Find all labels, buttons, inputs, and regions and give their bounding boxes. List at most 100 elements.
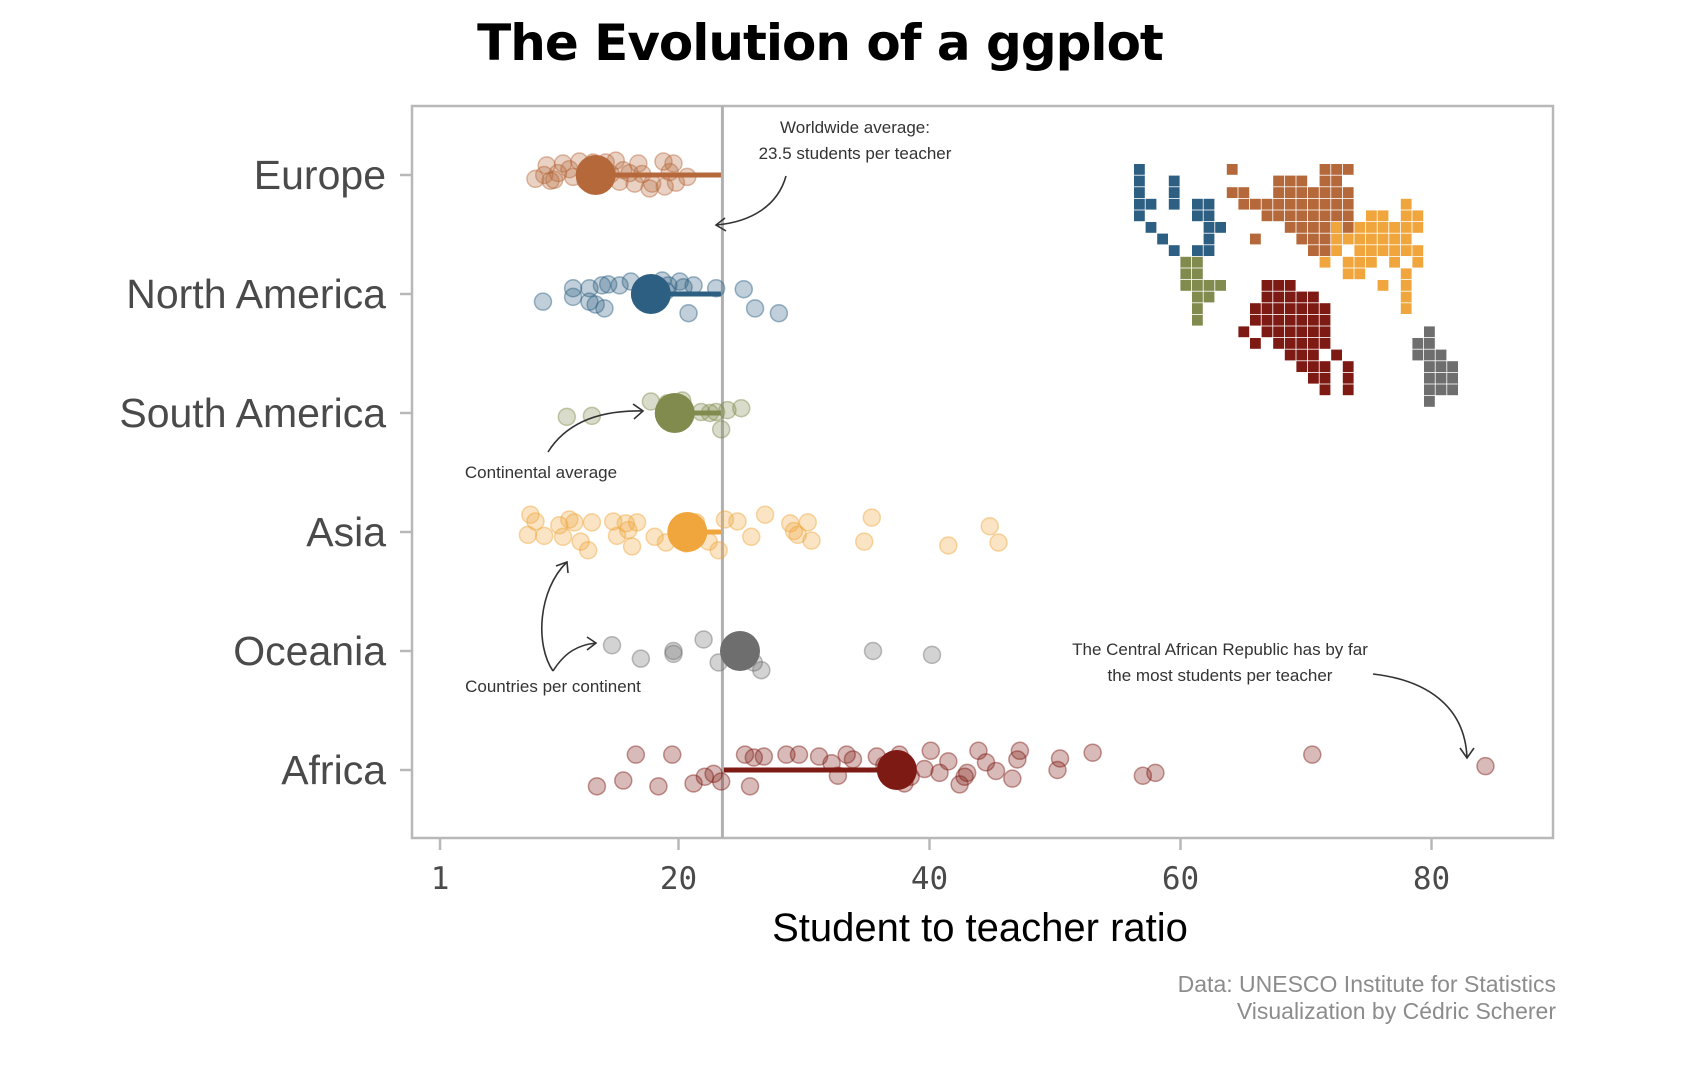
map-tile-asia-19 [1366,245,1377,256]
map-tile-asia-22 [1400,245,1412,256]
map-tile-europe-43 [1296,233,1308,245]
point-africa-26 [921,741,941,761]
x-tick-label-80: 80 [1413,861,1450,897]
map-tile-europe-3 [1342,164,1354,175]
point-africa-37 [1010,741,1030,761]
point-south-america-10 [700,403,720,423]
point-north-america-20 [769,303,789,323]
map-tile-north-america-8 [1192,198,1203,210]
map-tile-asia-20 [1377,245,1389,256]
average-south-america [654,393,695,433]
country-points [518,151,1495,796]
map-tile-africa-10 [1273,303,1284,314]
map-tile-north-america-1 [1134,175,1145,187]
point-africa-32 [969,741,988,761]
map-tile-africa-13 [1308,303,1319,314]
map-tile-asia-14 [1400,233,1412,245]
map-tile-africa-4 [1273,291,1284,303]
point-europe-27 [541,171,560,191]
map-tile-oceania-6 [1424,361,1435,372]
map-tile-south-america-5 [1192,280,1203,291]
point-asia-14 [619,520,638,540]
map-tile-africa-46 [1319,384,1331,396]
map-tile-europe-10 [1238,187,1250,198]
map-tile-europe-18 [1238,198,1250,210]
map-tile-north-america-18 [1168,245,1180,256]
point-asia-28 [755,505,775,524]
map-tile-europe-32 [1308,210,1319,222]
map-tile-oceania-5 [1435,349,1447,361]
map-tile-africa-11 [1284,303,1296,314]
map-tile-north-america-20 [1203,245,1215,256]
map-tile-europe-2 [1331,164,1342,175]
map-tile-asia-3 [1366,222,1377,233]
map-tile-asia-9 [1342,233,1354,245]
map-tile-europe-8 [1331,175,1342,187]
point-africa-35 [1003,769,1022,788]
point-south-america-7 [711,420,731,439]
point-africa-36 [1008,750,1027,769]
point-africa-31 [957,763,977,783]
map-tile-oceania-1 [1412,338,1424,349]
map-tile-europe-39 [1319,222,1331,233]
y-label-oceania: Oceania [233,628,386,674]
average-north-america [630,274,671,314]
map-tile-africa-40 [1308,361,1319,372]
map-tile-europe-5 [1284,175,1296,187]
point-africa-2 [626,745,646,764]
point-north-america-12 [674,278,693,297]
point-north-america-17 [706,278,726,298]
map-tile-europe-42 [1250,233,1261,245]
y-label-south-america: South America [119,390,386,436]
map-tile-oceania-9 [1424,372,1435,384]
map-tile-oceania-13 [1435,384,1447,396]
worldwide-average-arrowhead [714,217,727,232]
map-tile-north-america-2 [1168,175,1180,187]
point-north-america-14 [595,299,614,318]
map-tile-oceania-10 [1435,372,1447,384]
point-africa-16 [822,754,841,773]
map-tile-asia-24 [1342,256,1354,268]
point-asia-29 [780,514,800,533]
map-tile-africa-31 [1284,338,1296,349]
y-axis-labels: Europe North America South America Asia Ocea… [119,152,412,793]
map-tile-europe-46 [1308,245,1319,256]
map-tile-europe-27 [1342,198,1354,210]
point-oceania-7 [752,660,771,680]
point-asia-17 [645,527,664,547]
point-europe-20 [526,169,545,189]
car-note-line-1: The Central African Republic has by far [1072,640,1368,659]
map-tile-asia-35 [1400,303,1412,314]
tile-world-map [1134,164,1458,407]
chart-title: The Evolution of a ggplot [477,14,1164,72]
point-asia-2 [526,512,545,531]
map-tile-europe-20 [1261,198,1273,210]
map-tile-europe-36 [1284,222,1296,233]
map-tile-africa-44 [1319,372,1331,384]
map-tile-europe-25 [1319,198,1331,210]
map-tile-africa-19 [1296,314,1308,326]
map-tile-africa-24 [1273,326,1284,338]
point-africa-7 [704,764,723,784]
map-tile-europe-44 [1308,233,1319,245]
point-asia-12 [607,526,627,546]
map-tile-oceania-12 [1424,384,1435,396]
point-africa-0 [587,777,607,796]
x-tick-label-1: 1 [431,861,450,897]
point-africa-14 [789,745,809,764]
map-tile-africa-2 [1284,280,1296,291]
y-label-europe: Europe [254,152,386,198]
point-europe-1 [553,154,573,173]
point-south-america-6 [706,402,726,422]
map-tile-asia-27 [1389,256,1400,268]
point-africa-13 [777,745,796,764]
map-tile-europe-26 [1331,198,1342,210]
point-europe-13 [534,165,554,185]
point-africa-41 [1133,766,1153,786]
point-africa-33 [976,753,996,772]
point-africa-29 [950,775,969,794]
point-europe-8 [664,154,683,173]
map-tile-africa-30 [1273,338,1284,349]
map-tile-europe-30 [1284,210,1296,222]
